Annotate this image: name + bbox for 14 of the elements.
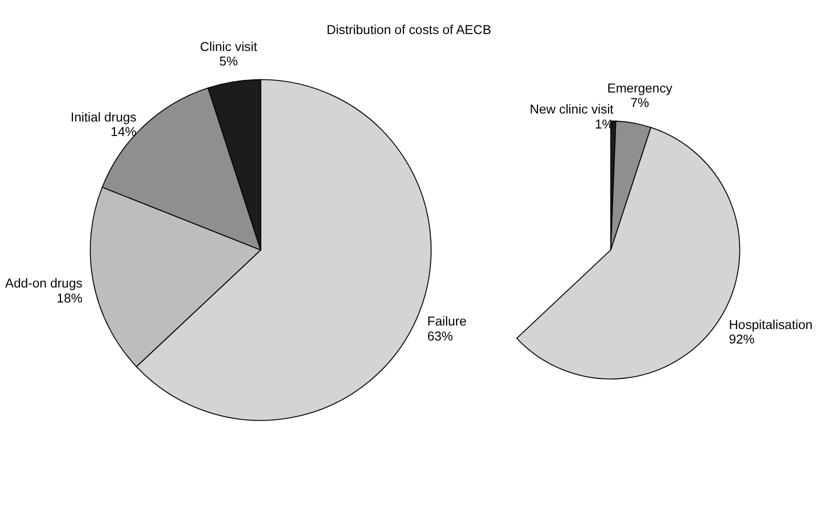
data-label: 14%: [110, 124, 136, 140]
slice-label: Failure: [427, 314, 467, 329]
data-label: 63%: [427, 328, 454, 344]
slice-label: Clinic visit: [200, 38, 258, 54]
slice-label: New clinic visit: [530, 102, 614, 117]
slice-label: Initial drugs: [70, 109, 136, 124]
slice-label: Add-on drugs: [5, 276, 82, 291]
data-label: 7%: [630, 95, 650, 110]
data-label: 5%: [219, 54, 238, 69]
data-label: 92%: [728, 332, 755, 347]
chart-title: Distribution of costs of AECB: [326, 22, 492, 38]
slice-label: Emergency: [607, 80, 673, 96]
slice-label: Hospitalisation: [728, 316, 813, 332]
data-label: 18%: [56, 290, 82, 306]
